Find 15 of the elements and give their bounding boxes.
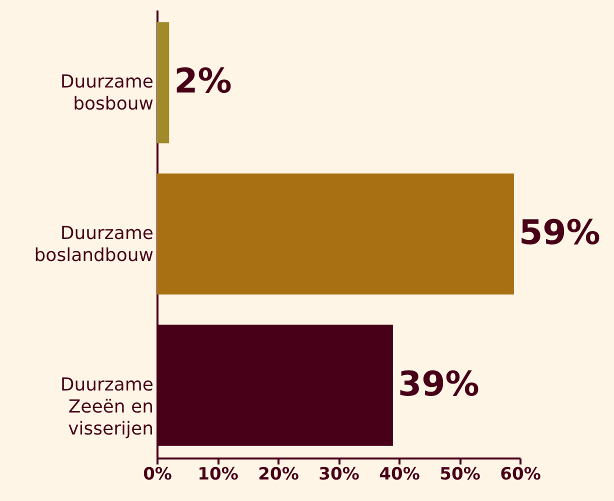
x-tick-label: 20% [258, 464, 299, 484]
data-label: 59% [518, 213, 600, 253]
data-label: 39% [398, 364, 480, 404]
data-label: 2% [174, 62, 232, 102]
x-tick-label: 50% [440, 464, 480, 484]
x-tick-label: 60% [500, 464, 541, 484]
y-tick-label: Duurzame Zeeën en visserijen [60, 374, 154, 440]
x-tick-label: 30% [318, 464, 360, 484]
x-tick-label: 0% [143, 464, 172, 484]
bar [157, 22, 170, 144]
x-tick-label: 10% [198, 464, 238, 484]
y-tick-label: Duurzame boslandbouw [34, 223, 154, 266]
bar [157, 173, 514, 295]
y-tick-label: Duurzame bosbouw [60, 72, 154, 115]
x-tick-label: 40% [379, 464, 420, 484]
